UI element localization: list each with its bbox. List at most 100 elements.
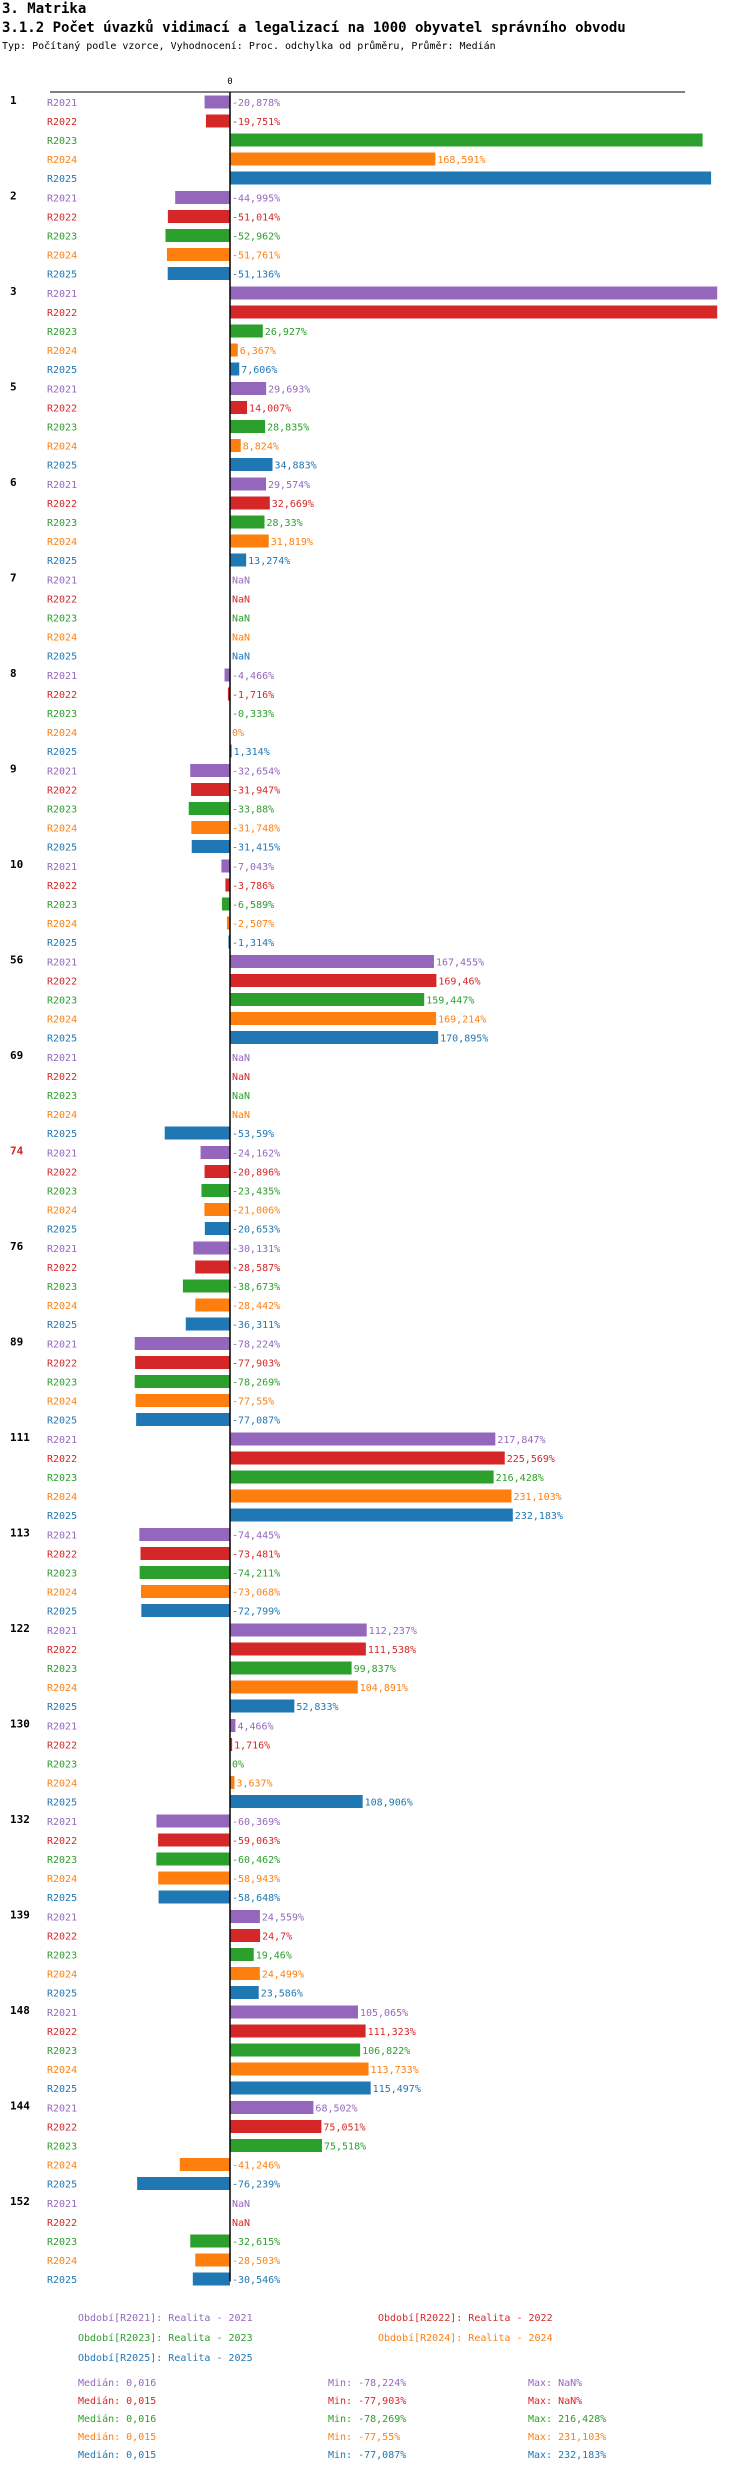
series-label: R2023 xyxy=(47,709,77,720)
data-bar xyxy=(175,191,230,204)
data-label: -77,087% xyxy=(232,1416,280,1427)
group-label: 76 xyxy=(10,1240,24,1253)
data-label: -38,673% xyxy=(232,1282,280,1293)
series-label: R2025 xyxy=(47,1511,77,1522)
data-label: NaN xyxy=(232,1072,250,1083)
data-label: NaN xyxy=(232,1091,250,1102)
data-label: 0% xyxy=(232,728,244,739)
series-label: R2021 xyxy=(47,98,77,109)
series-label: R2023 xyxy=(47,805,77,816)
group-label: 5 xyxy=(10,381,17,394)
data-label: 168,591% xyxy=(437,155,485,166)
data-bar xyxy=(164,1126,230,1140)
data-bar xyxy=(195,1260,230,1274)
series-label: R2023 xyxy=(47,1760,77,1771)
data-label: 52,833% xyxy=(296,1702,338,1713)
data-bar xyxy=(190,2234,230,2248)
data-bar xyxy=(230,286,718,300)
data-label: -3,786% xyxy=(232,881,274,892)
series-label: R2022 xyxy=(47,1836,77,1847)
series-label: R2021 xyxy=(47,1817,77,1828)
data-label: 34,883% xyxy=(274,461,316,472)
data-label: -58,943% xyxy=(232,1874,280,1885)
series-label: R2025 xyxy=(47,270,77,281)
data-label: NaN xyxy=(232,2218,250,2229)
data-label: -6,589% xyxy=(232,900,274,911)
data-bar xyxy=(230,1508,513,1522)
series-label: R2022 xyxy=(47,308,77,319)
data-label: 108,906% xyxy=(365,1798,413,1809)
group-label: 132 xyxy=(10,1813,30,1826)
series-label: R2022 xyxy=(47,2123,77,2134)
data-label: -28,503% xyxy=(232,2256,280,2267)
data-label: -72,799% xyxy=(232,1607,280,1618)
series-label: R2021 xyxy=(47,2104,77,2115)
data-bar xyxy=(230,152,436,166)
data-label: 216,428% xyxy=(496,1473,544,1484)
series-label: R2025 xyxy=(47,1320,77,1331)
data-bar xyxy=(136,1413,230,1426)
series-label: R2023 xyxy=(47,1282,77,1293)
series-label: R2022 xyxy=(47,1168,77,1179)
series-label: R2025 xyxy=(47,1129,77,1140)
data-label: -21,006% xyxy=(232,1206,280,1217)
data-bar xyxy=(230,1012,437,1025)
data-bar xyxy=(230,305,718,319)
series-label: R2021 xyxy=(47,1244,77,1255)
data-label: -7,043% xyxy=(232,862,274,873)
data-bar xyxy=(191,840,230,853)
series-label: R2021 xyxy=(47,194,77,205)
data-label: -32,654% xyxy=(232,767,280,778)
data-label: -0,333% xyxy=(232,709,274,720)
series-label: R2025 xyxy=(47,1416,77,1427)
data-bar xyxy=(230,1489,512,1503)
data-bar xyxy=(228,935,230,949)
data-label: 169,46% xyxy=(438,977,480,988)
data-bar xyxy=(134,1337,230,1350)
series-label: R2025 xyxy=(47,556,77,567)
series-label: R2021 xyxy=(47,1722,77,1733)
group-label: 3 xyxy=(10,285,17,298)
data-label: 3,637% xyxy=(236,1779,272,1790)
group-label: 144 xyxy=(10,2100,30,2113)
series-label: R2023 xyxy=(47,900,77,911)
group-label: 89 xyxy=(10,1336,23,1349)
data-label: NaN xyxy=(232,2199,250,2210)
data-label: -28,587% xyxy=(232,1263,280,1274)
series-label: R2021 xyxy=(47,576,77,587)
data-bar xyxy=(230,343,238,357)
data-label: -20,653% xyxy=(232,1225,280,1236)
data-bar xyxy=(221,897,230,911)
group-label: 113 xyxy=(10,1527,30,1540)
data-label: 106,822% xyxy=(362,2046,410,2057)
series-label: R2024 xyxy=(47,346,77,357)
series-label: R2021 xyxy=(47,480,77,491)
series-label: R2023 xyxy=(47,614,77,625)
data-label: -30,131% xyxy=(232,1244,280,1255)
chart-subtitle: Typ: Počítaný podle vzorce, Vyhodnocení:… xyxy=(2,41,496,52)
data-bar xyxy=(230,974,437,987)
series-label: R2024 xyxy=(47,1588,77,1599)
data-bar xyxy=(158,1871,230,1885)
series-label: R2023 xyxy=(47,2142,77,2153)
data-label: 8,824% xyxy=(243,442,279,453)
series-label: R2025 xyxy=(47,2275,77,2286)
series-label: R2025 xyxy=(47,1989,77,2000)
series-label: R2024 xyxy=(47,1206,77,1217)
data-bar xyxy=(195,2253,230,2267)
series-label: R2024 xyxy=(47,537,77,548)
data-bar xyxy=(179,2158,230,2171)
group-label: 111 xyxy=(10,1431,30,1444)
data-bar xyxy=(230,2024,366,2038)
data-bar xyxy=(227,687,230,701)
data-bar xyxy=(230,382,267,395)
data-label: 231,103% xyxy=(513,1492,561,1503)
series-label: R2023 xyxy=(47,1378,77,1389)
data-bar xyxy=(230,401,248,414)
series-label: R2025 xyxy=(47,1702,77,1713)
data-bar xyxy=(166,248,230,261)
data-label: -60,369% xyxy=(232,1817,280,1828)
series-label: R2021 xyxy=(47,1340,77,1351)
series-label: R2022 xyxy=(47,1645,77,1656)
data-label: -76,239% xyxy=(232,2180,280,2191)
